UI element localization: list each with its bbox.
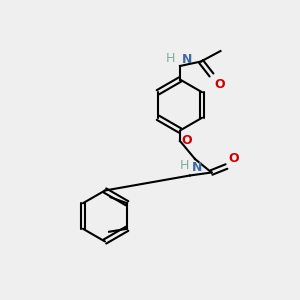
Text: N: N xyxy=(182,53,192,66)
Text: O: O xyxy=(214,78,225,91)
Text: H: H xyxy=(180,160,189,172)
Text: H: H xyxy=(166,52,176,64)
Text: O: O xyxy=(228,152,238,165)
Text: O: O xyxy=(182,134,192,148)
Text: N: N xyxy=(191,161,202,174)
